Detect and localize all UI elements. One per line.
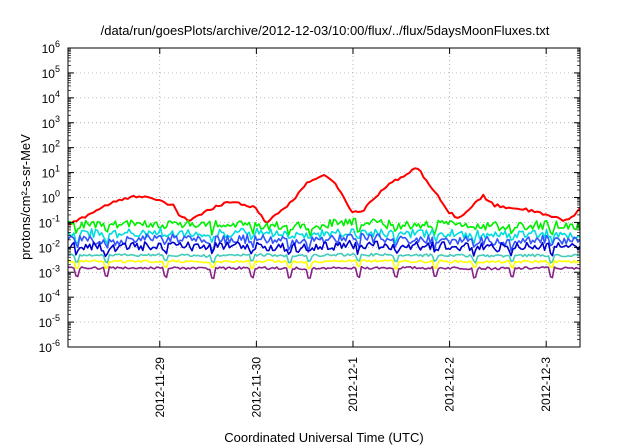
y-tick-label: 10-4 [39,288,60,305]
y-tick-label: 10-3 [39,263,60,280]
y-tick-label: 102 [42,139,60,156]
y-tick-label: 100 [42,189,60,206]
y-tick-label: 104 [42,89,60,106]
y-tick-label: 103 [42,114,60,131]
series-line [67,259,581,270]
x-tick-label: 2012-11-30 [249,357,263,418]
y-tick-label: 106 [42,39,60,56]
series-line [67,227,581,245]
series-line [67,167,581,226]
x-tick-label: 2012-12-1 [346,357,360,412]
y-tick-label: 10-1 [39,213,60,230]
series-line [67,265,581,280]
series-line [67,217,581,237]
series-line [67,252,580,264]
y-axis: 10-6 10-5 10-4 10-3 10-2 10-1 100 101 102 103 104 1… [39,39,580,355]
x-axis-label: Coordinated Universal Time (UTC) [224,430,423,445]
x-tick-label: 2012-11-29 [153,357,167,418]
y-tick-label: 105 [42,64,60,81]
series-line [67,239,581,258]
series-layer [67,167,581,280]
x-axis: 2012-11-29 2012-11-30 2012-12-1 2012-12-2 20… [153,48,553,418]
y-tick-label: 10-2 [39,238,60,255]
x-tick-label: 2012-12-2 [443,357,457,412]
x-tick-label: 2012-12-3 [539,357,553,412]
y-axis-label: protons/cm²-s-sr-MeV [18,134,33,260]
y-tick-label: 101 [42,164,60,181]
y-tick-label: 10-6 [39,338,60,355]
chart-title: /data/run/goesPlots/archive/2012-12-03/1… [101,23,550,38]
grid [68,48,580,347]
y-tick-label: 10-5 [39,313,60,330]
